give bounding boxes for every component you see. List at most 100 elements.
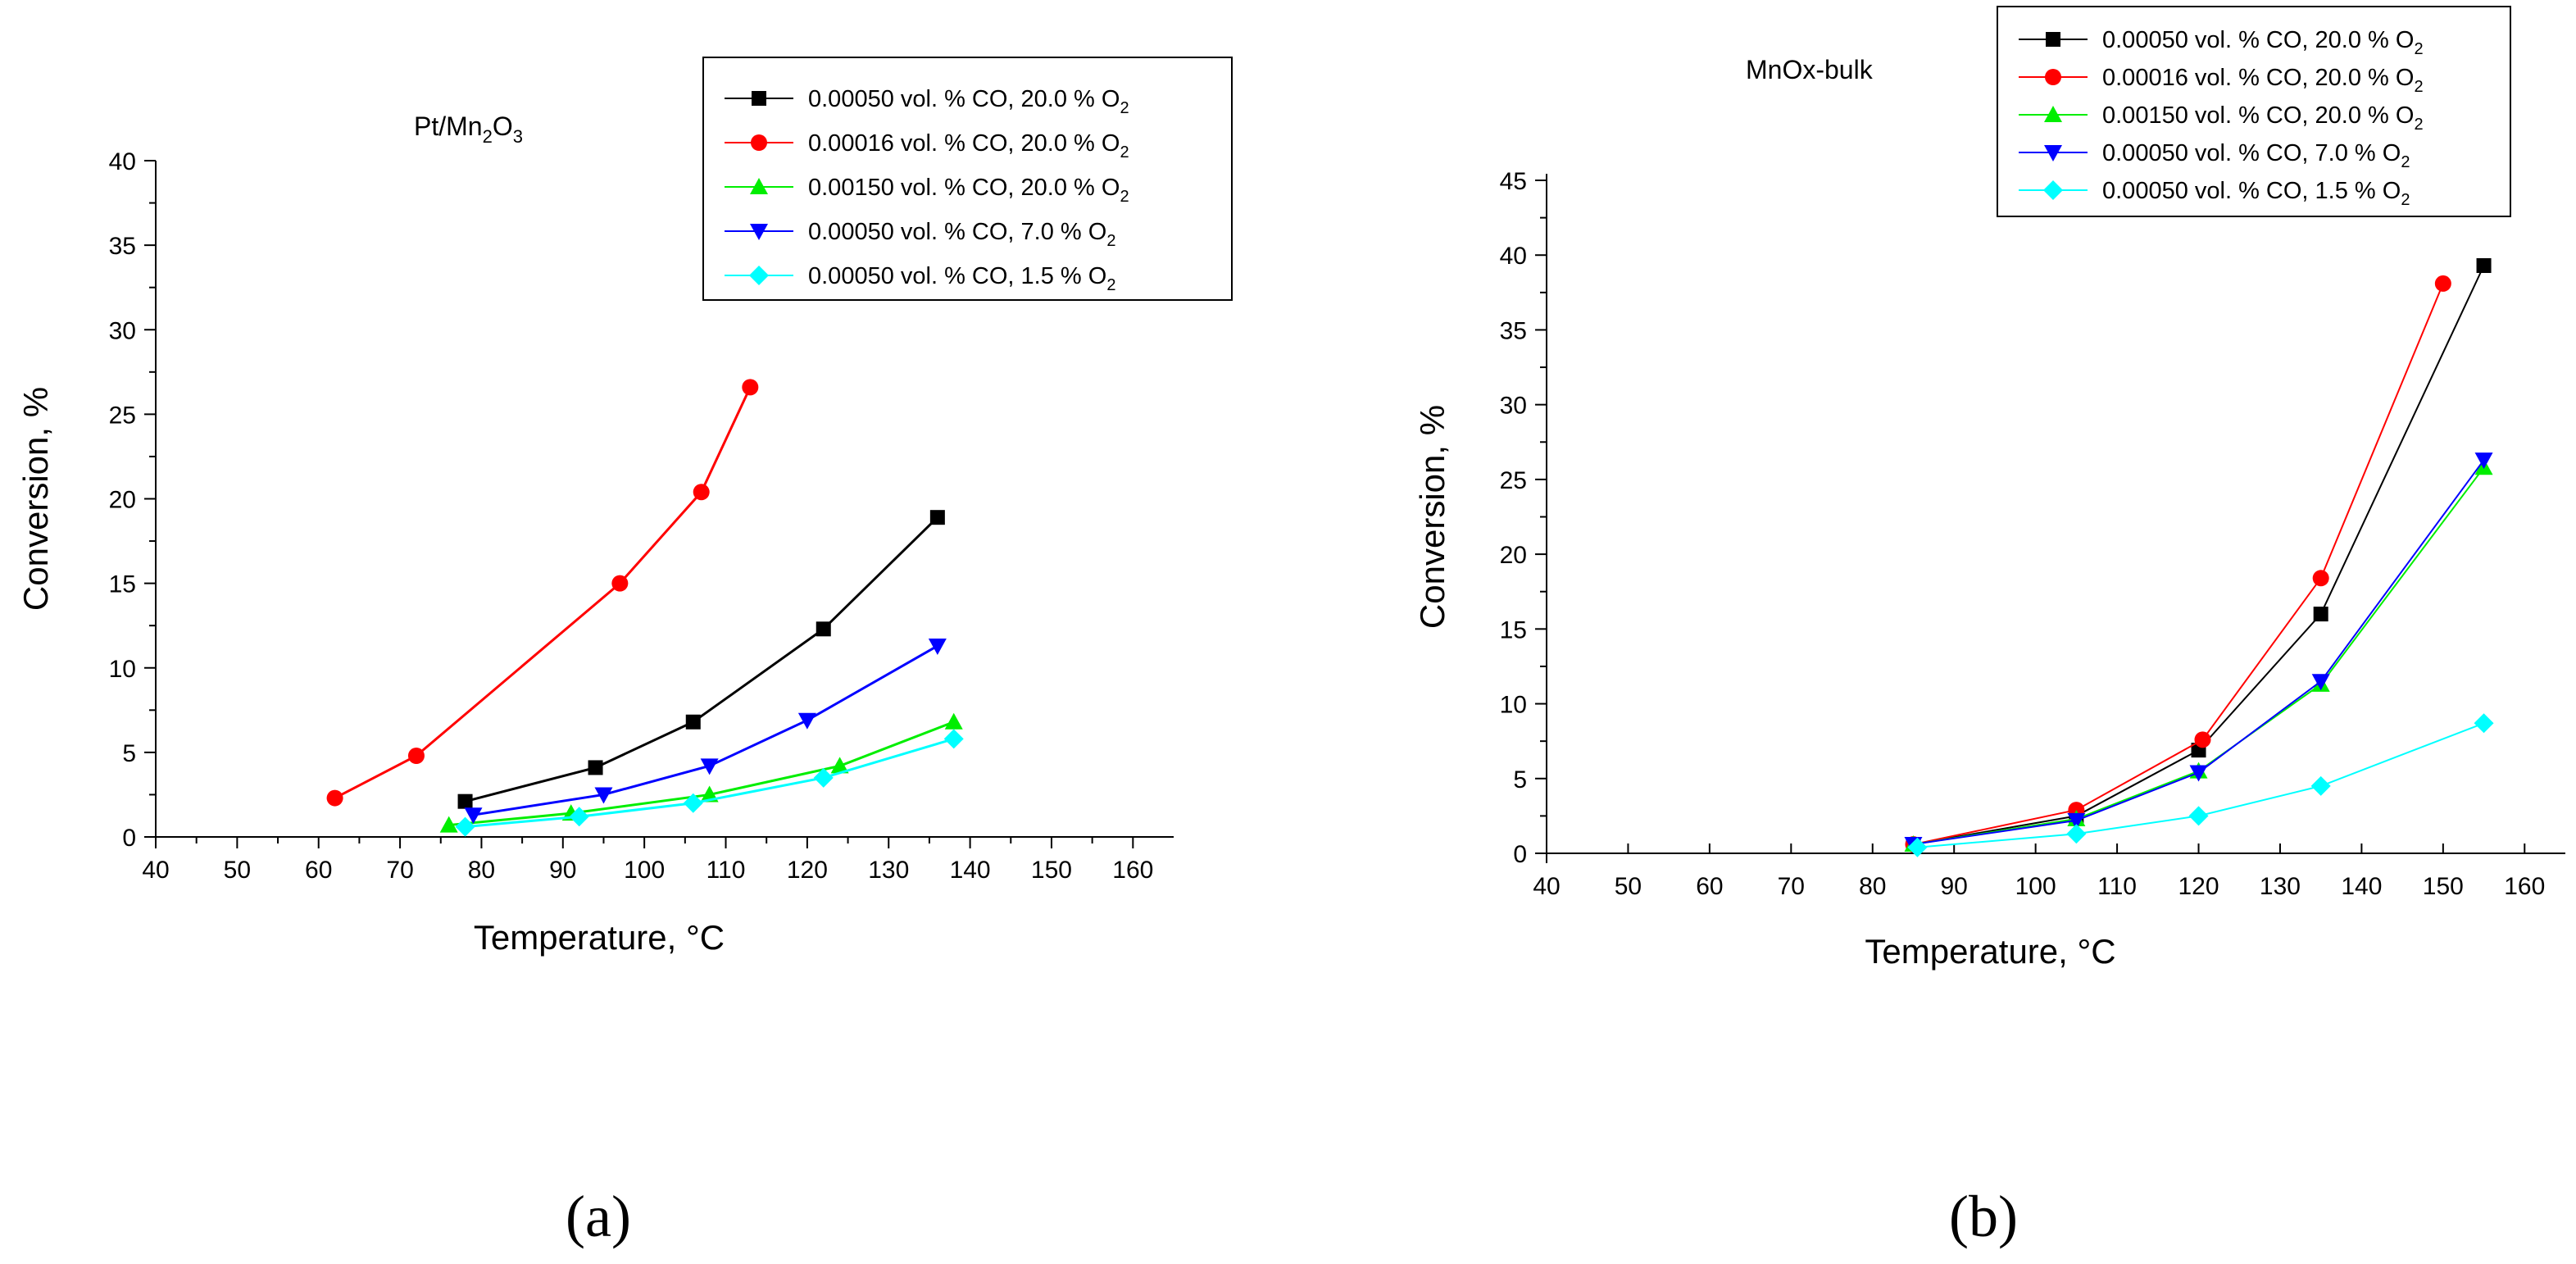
legend-marker	[750, 224, 768, 240]
data-point	[2067, 812, 2086, 830]
series-2	[439, 712, 963, 833]
legend-label: 0.00050 vol. % CO, 7.0 % O2	[808, 219, 1115, 250]
series-0	[457, 510, 945, 809]
data-point	[830, 757, 849, 774]
data-point	[693, 484, 710, 501]
series-1	[326, 379, 759, 807]
x-tick-label: 50	[224, 857, 251, 884]
legend-marker	[752, 91, 766, 106]
data-point	[813, 767, 834, 788]
x-tick-label: 40	[142, 857, 169, 884]
data-point	[2066, 824, 2087, 844]
legend-label: 0.00016 vol. % CO, 20.0 % O2	[2102, 65, 2424, 96]
legend-marker	[2045, 69, 2061, 85]
data-point	[464, 807, 483, 825]
series-4	[1907, 713, 2494, 857]
data-point	[594, 787, 613, 804]
x-tick-label: 40	[1533, 873, 1560, 900]
chart-a: 40 50 60 70 80 90 100 110 120 130 140 150 160 0 5 10 15 2…	[16, 57, 1233, 1249]
data-point	[928, 638, 947, 655]
series-line	[334, 386, 752, 799]
legend-box	[1997, 6, 2511, 217]
x-tick-label: 160	[1112, 857, 1153, 884]
legend: 0.00050 vol. % CO, 20.0 % O2 0.00016 vol.…	[702, 57, 1233, 301]
data-point	[944, 712, 963, 730]
series-3	[464, 638, 947, 825]
y-tick-label: 5	[1513, 766, 1527, 793]
data-point	[700, 758, 719, 775]
legend-marker	[2044, 145, 2062, 161]
y-tick-label: 15	[1500, 616, 1527, 643]
x-tick-label: 120	[2178, 873, 2219, 900]
data-point	[816, 621, 831, 637]
data-point	[742, 379, 759, 396]
y-tick-label: 25	[1500, 467, 1527, 494]
data-point	[457, 793, 473, 809]
data-point	[326, 789, 343, 807]
data-point	[2310, 775, 2331, 796]
data-point	[2311, 674, 2330, 691]
data-point	[797, 712, 816, 730]
data-point	[2194, 731, 2211, 748]
y-tick-label: 5	[122, 740, 136, 767]
data-point	[2313, 607, 2328, 622]
data-point	[407, 748, 425, 764]
y-tick-label: 10	[109, 656, 136, 683]
y-tick-label: 45	[1500, 168, 1527, 195]
legend-label: 0.00050 vol. % CO, 1.5 % O2	[2102, 178, 2410, 209]
chart-b: 40 50 60 70 80 90 100 110 120 130 140 150 160 0 5 10 15 2…	[1413, 6, 2565, 1249]
data-point	[588, 760, 603, 775]
x-tick-label: 50	[1615, 873, 1642, 900]
data-point	[929, 510, 945, 525]
y-tick-label: 20	[1500, 542, 1527, 569]
series-line	[1913, 459, 2485, 846]
series-line	[1913, 265, 2485, 846]
data-point	[685, 714, 701, 730]
legend-label: 0.00050 vol. % CO, 20.0 % O2	[2102, 27, 2424, 58]
data-point	[2189, 765, 2208, 782]
series-3	[1904, 452, 2493, 854]
panel-label: (a)	[566, 1184, 631, 1249]
x-axis-label: Temperature, °C	[474, 918, 725, 957]
data-point	[683, 793, 703, 813]
x-tick-label: 60	[1696, 873, 1723, 900]
legend-label: 0.00050 vol. % CO, 20.0 % O2	[808, 86, 1129, 117]
chart-title: Pt/Mn2O3	[414, 111, 523, 147]
legend-label: 0.00016 vol. % CO, 20.0 % O2	[808, 130, 1129, 161]
y-tick-label: 30	[109, 317, 136, 344]
x-tick-label: 140	[2341, 873, 2382, 900]
x-axis-label: Temperature, °C	[1865, 932, 2115, 971]
legend-marker	[751, 134, 767, 151]
series-2	[1904, 458, 2493, 853]
data-point	[943, 729, 964, 749]
x-tick-label: 90	[549, 857, 576, 884]
y-tick-label: 40	[1500, 243, 1527, 270]
y-tick-label: 15	[109, 571, 136, 598]
data-point	[611, 575, 629, 592]
x-tick-label: 150	[2423, 873, 2464, 900]
series-line	[473, 644, 938, 816]
data-point	[455, 816, 475, 837]
data-point	[2474, 713, 2494, 734]
x-tick-label: 90	[1941, 873, 1968, 900]
x-tick-label: 130	[2260, 873, 2301, 900]
legend: 0.00050 vol. % CO, 20.0 % O2 0.00016 vol.…	[1997, 6, 2511, 217]
data-point	[439, 816, 458, 833]
data-point	[2188, 806, 2209, 826]
x-tick-label: 80	[1859, 873, 1886, 900]
legend-label: 0.00150 vol. % CO, 20.0 % O2	[2102, 102, 2424, 134]
y-tick-label: 10	[1500, 692, 1527, 719]
data-point	[2474, 452, 2493, 470]
x-tick-label: 120	[787, 857, 828, 884]
legend-marker	[2044, 106, 2062, 122]
x-tick-label: 100	[624, 857, 665, 884]
x-tick-label: 70	[1778, 873, 1805, 900]
legend-marker	[750, 178, 768, 194]
data-point	[569, 807, 589, 827]
series-4	[455, 729, 964, 837]
y-axis-label: Conversion, %	[16, 387, 55, 611]
panel-label: (b)	[1949, 1184, 2018, 1249]
legend-label: 0.00050 vol. % CO, 1.5 % O2	[808, 263, 1115, 294]
y-tick-label: 25	[109, 402, 136, 429]
